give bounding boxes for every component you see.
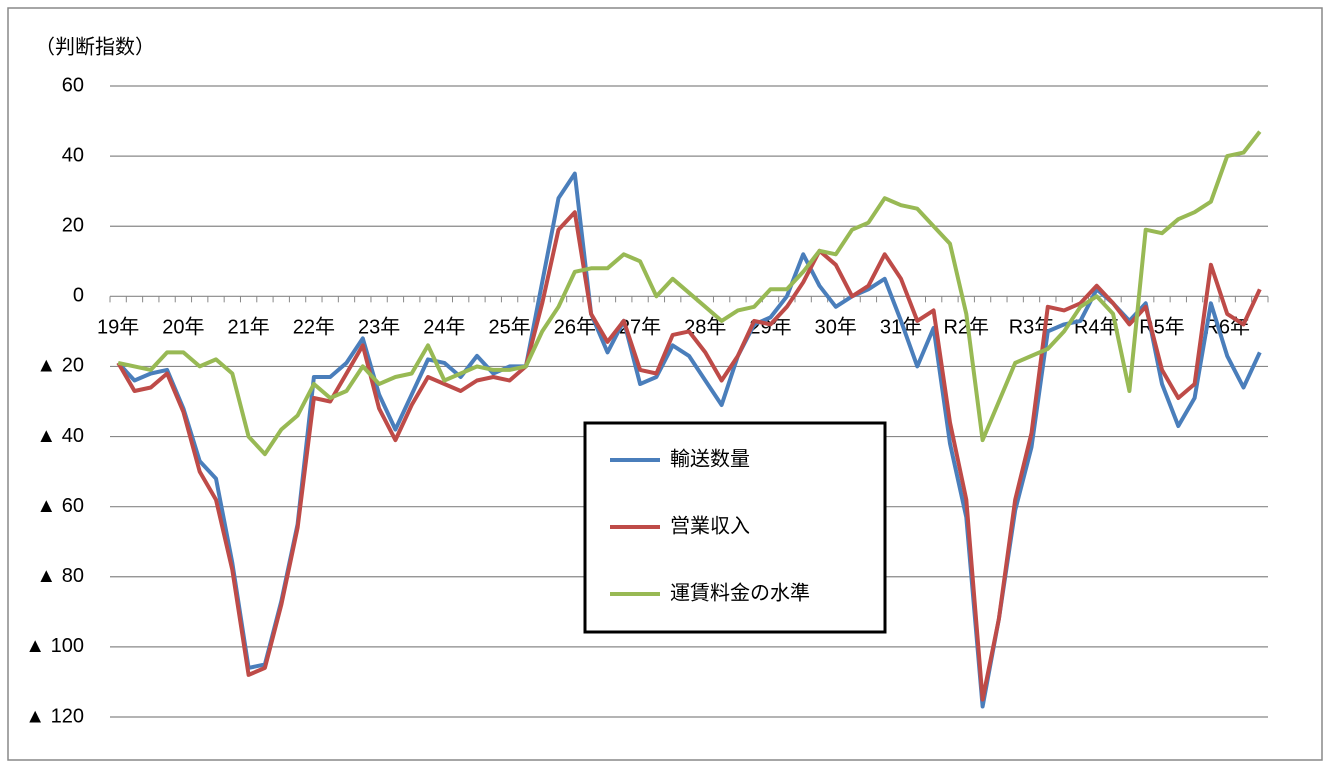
y-tick-label: 0 <box>73 285 84 307</box>
x-tick-label: 20年 <box>162 316 204 339</box>
y-tick-label: 60 <box>62 74 84 96</box>
y-axis-label: （判断指数） <box>35 35 155 58</box>
x-tick-label: 19年 <box>97 316 139 339</box>
x-tick-label: R4年 <box>1074 316 1120 339</box>
x-tick-label: 28年 <box>684 316 726 339</box>
data-line <box>116 210 1262 702</box>
x-tick-label: 22年 <box>293 316 335 339</box>
y-tick-label: 20 <box>62 215 84 237</box>
x-tick-label: 25年 <box>488 316 530 339</box>
x-tick-label: 24年 <box>423 316 465 339</box>
x-tick-label: 30年 <box>815 316 857 339</box>
legend-label: 輸送数量 <box>670 447 750 470</box>
legend-label: 運賃料金の水準 <box>670 581 810 604</box>
x-tick-label: 23年 <box>358 316 400 339</box>
data-line <box>117 130 1262 457</box>
chart-frame <box>7 7 1323 761</box>
x-tick-label: 21年 <box>228 316 270 339</box>
y-tick-label: 40 <box>62 144 84 166</box>
x-tick-label: R5年 <box>1139 316 1185 339</box>
y-tick-label: ▲ 100 <box>25 635 84 657</box>
y-tick-label: ▲ 60 <box>36 495 84 517</box>
x-tick-label: 31年 <box>880 316 922 339</box>
legend-label: 営業収入 <box>670 514 750 537</box>
y-tick-label: ▲ 120 <box>25 705 84 727</box>
y-tick-label: ▲ 80 <box>36 565 84 587</box>
y-tick-label: ▲ 40 <box>36 425 84 447</box>
x-tick-label: 26年 <box>554 316 596 339</box>
x-tick-label: R6年 <box>1204 316 1250 339</box>
y-tick-label: ▲ 20 <box>36 355 84 377</box>
